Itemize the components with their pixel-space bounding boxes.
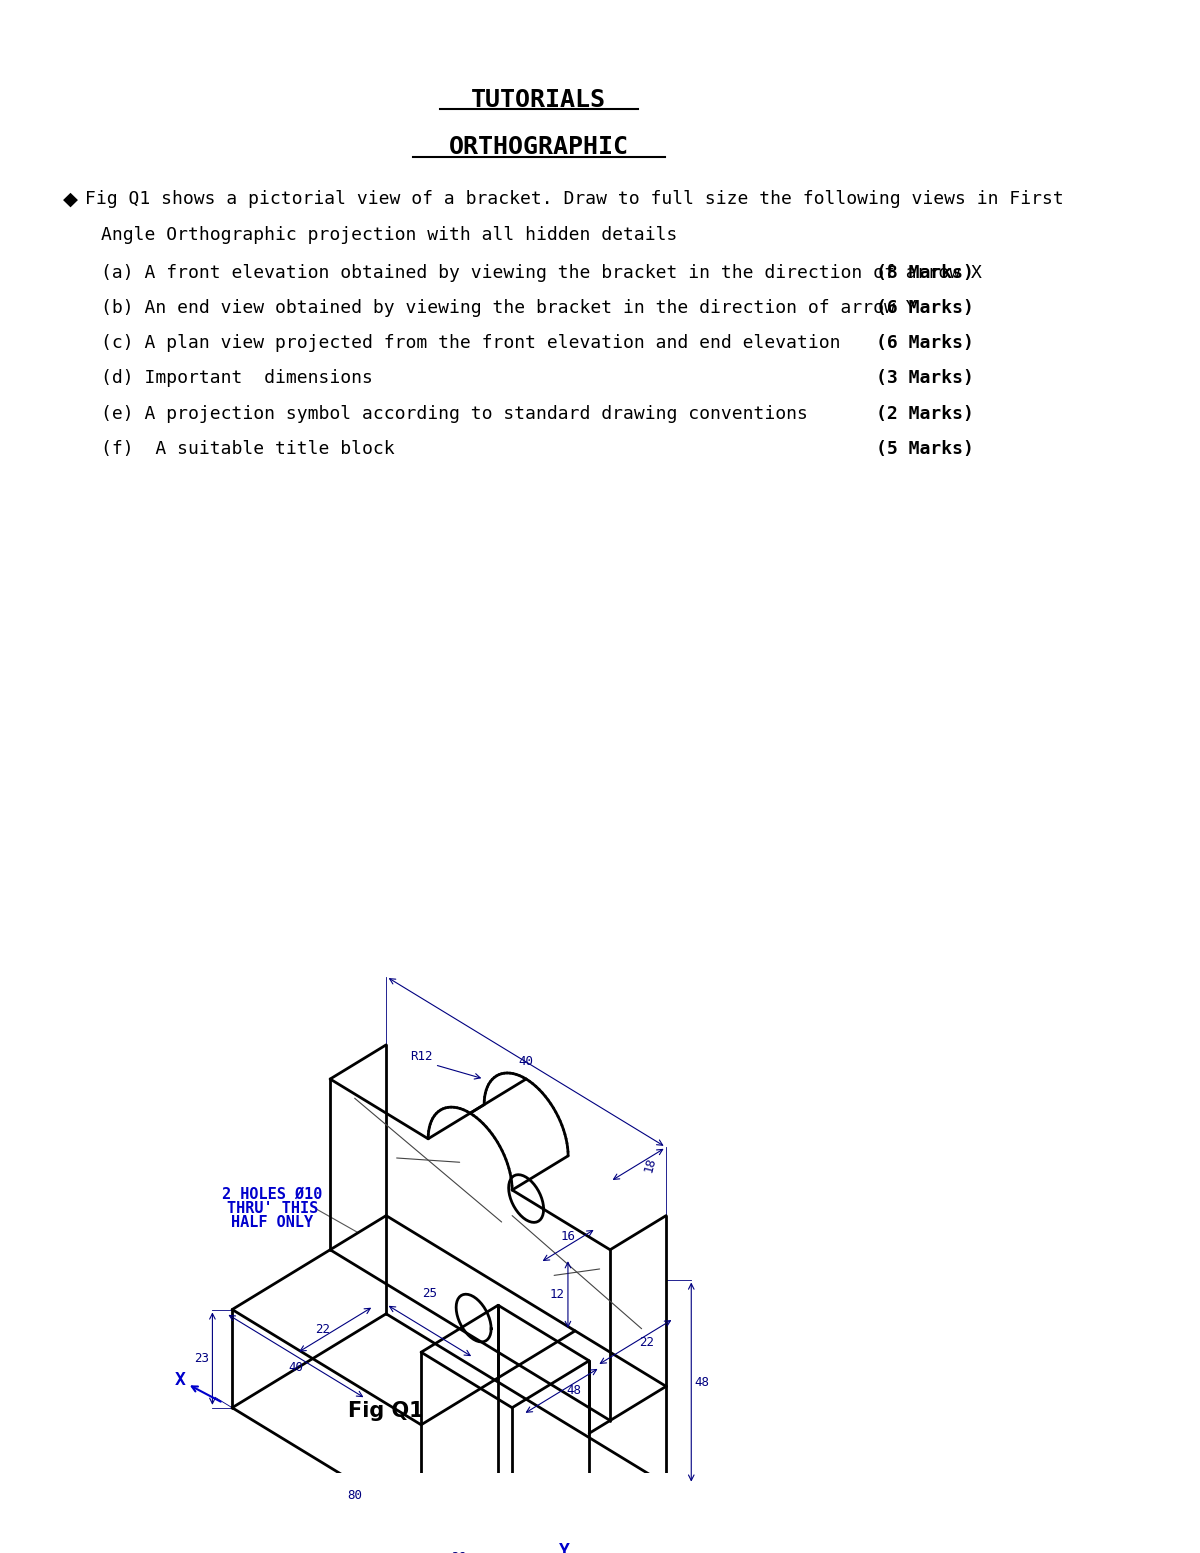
Text: 48: 48: [566, 1384, 581, 1398]
Text: 40: 40: [518, 1054, 534, 1067]
Text: (f)  A suitable title block: (f) A suitable title block: [102, 439, 395, 458]
Text: (6 Marks): (6 Marks): [876, 334, 974, 353]
Text: 23: 23: [194, 1353, 209, 1365]
Text: ◆: ◆: [62, 189, 78, 208]
Text: (5 Marks): (5 Marks): [876, 439, 974, 458]
Text: Y: Y: [559, 1542, 570, 1553]
Text: (b) An end view obtained by viewing the bracket in the direction of arrow Y: (b) An end view obtained by viewing the …: [102, 300, 917, 317]
Text: (d) Important  dimensions: (d) Important dimensions: [102, 370, 373, 388]
Text: TUTORIALS: TUTORIALS: [472, 87, 606, 112]
Text: (6 Marks): (6 Marks): [876, 300, 974, 317]
Text: 18: 18: [642, 1155, 658, 1174]
Text: 48: 48: [695, 1376, 710, 1388]
Text: Angle Orthographic projection with all hidden details: Angle Orthographic projection with all h…: [102, 227, 678, 244]
Text: 80: 80: [348, 1489, 362, 1502]
Text: (c) A plan view projected from the front elevation and end elevation: (c) A plan view projected from the front…: [102, 334, 841, 353]
Text: 22: 22: [638, 1336, 654, 1348]
Text: Fig Q1 shows a pictorial view of a bracket. Draw to full size the following view: Fig Q1 shows a pictorial view of a brack…: [85, 189, 1064, 208]
Text: HALF ONLY: HALF ONLY: [232, 1216, 313, 1230]
Text: 40: 40: [288, 1360, 304, 1374]
Text: 12: 12: [550, 1287, 564, 1301]
Text: R12: R12: [410, 1050, 433, 1062]
Text: 16: 16: [560, 1230, 576, 1242]
Text: ORTHOGRAPHIC: ORTHOGRAPHIC: [449, 135, 629, 158]
Text: THRU' THIS: THRU' THIS: [227, 1200, 318, 1216]
Text: 22: 22: [314, 1323, 330, 1336]
Text: Fig Q1: Fig Q1: [348, 1401, 424, 1421]
Text: (8 Marks): (8 Marks): [876, 264, 974, 283]
Text: X: X: [175, 1371, 186, 1390]
Text: 2 HOLES Ø10: 2 HOLES Ø10: [222, 1186, 323, 1202]
Text: 26: 26: [451, 1551, 467, 1553]
Text: 25: 25: [422, 1286, 437, 1300]
Text: (a) A front elevation obtained by viewing the bracket in the direction of arrow : (a) A front elevation obtained by viewin…: [102, 264, 983, 283]
Text: (3 Marks): (3 Marks): [876, 370, 974, 388]
Text: (2 Marks): (2 Marks): [876, 405, 974, 422]
Text: (e) A projection symbol according to standard drawing conventions: (e) A projection symbol according to sta…: [102, 405, 809, 422]
